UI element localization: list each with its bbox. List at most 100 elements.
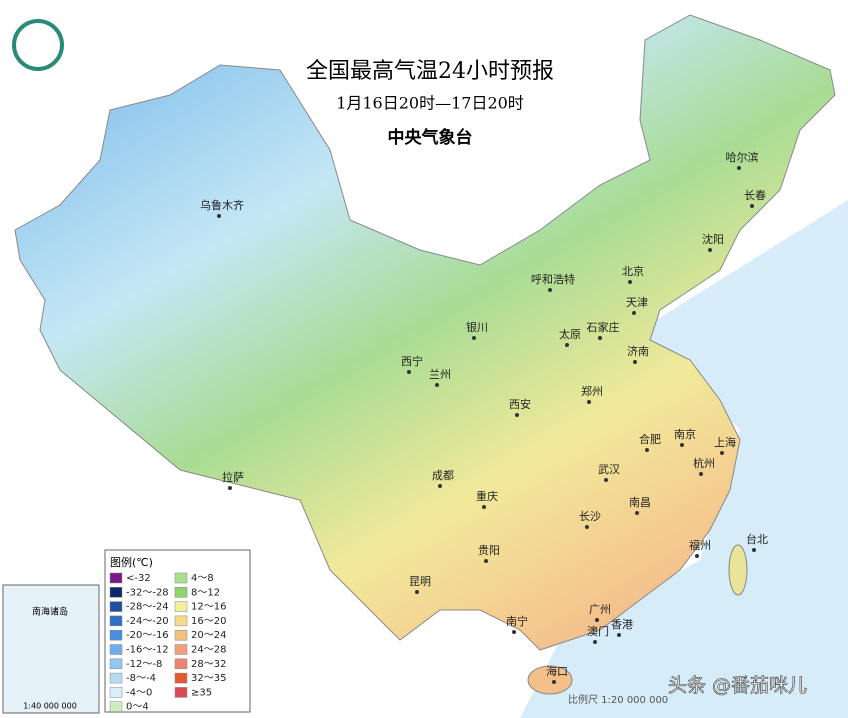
city-dot <box>595 618 599 622</box>
legend-swatch <box>109 629 123 641</box>
city-label: 武汉 <box>598 463 620 476</box>
legend-label: 8～12 <box>191 587 220 598</box>
city-label: 福州 <box>689 538 711 552</box>
legend-swatch <box>174 644 188 655</box>
city-label: 成都 <box>432 469 454 482</box>
city-dot <box>617 633 621 637</box>
legend-swatch <box>174 672 188 684</box>
city-label: 贵阳 <box>478 544 500 557</box>
legend-label: -24～-20 <box>126 616 169 627</box>
subtitle: 1月16日20时—17日20时 <box>336 94 524 113</box>
city-label: 香港 <box>611 618 633 631</box>
legend-title: 图例(℃) <box>110 555 153 569</box>
city-dot <box>737 166 741 170</box>
city-label: 郑州 <box>581 384 603 398</box>
legend-swatch <box>109 572 123 584</box>
city-dot <box>680 443 684 447</box>
city-dot <box>552 680 556 684</box>
city-label: 杭州 <box>693 456 715 470</box>
scale: 比例尺 1:20 000 000 <box>568 693 668 706</box>
city-dot <box>484 559 488 563</box>
legend-swatch <box>109 615 123 627</box>
legend-swatch <box>174 601 188 612</box>
legend-label: -28～-24 <box>126 602 169 613</box>
city-label: 广州 <box>589 603 611 616</box>
legend-swatch <box>109 701 123 712</box>
title: 全国最高气温24小时预报 <box>306 59 554 84</box>
city-dot <box>438 484 442 488</box>
legend: <-32 -32～-28 -28～-24 -24～-20 -20～-16 -16～-12 -… <box>109 572 226 713</box>
inset-scale: 1:40 000 000 <box>23 702 77 711</box>
legend-swatch <box>174 572 188 584</box>
city-dot <box>512 630 516 634</box>
city-label: 上海 <box>714 435 736 449</box>
taiwan <box>728 544 748 596</box>
inset-box <box>2 584 100 714</box>
legend-label: 16～20 <box>191 616 226 627</box>
legend-label: 24～28 <box>191 645 226 656</box>
city-dot <box>587 400 591 404</box>
legend-label: 20～24 <box>191 630 226 641</box>
inset-label: 南海诸岛 <box>32 606 68 618</box>
city-label: 呼和浩特 <box>531 272 575 286</box>
city-label: 济南 <box>627 344 649 358</box>
city-dot <box>604 478 608 482</box>
legend-label: 28～32 <box>191 659 226 670</box>
city-dot <box>415 590 419 594</box>
city-label: 兰州 <box>429 368 451 381</box>
city-dot <box>585 525 589 529</box>
legend-label: -20～-16 <box>126 630 169 641</box>
city-dot <box>635 511 639 515</box>
city-label: 昆明 <box>409 575 431 588</box>
legend-label: -4～0 <box>126 687 152 698</box>
city-dot <box>482 505 486 509</box>
city-dot <box>699 472 703 476</box>
legend-label: 32～35 <box>191 673 226 684</box>
legend-label: 4～8 <box>191 573 214 584</box>
city-label: 石家庄 <box>587 320 620 334</box>
city-label: 天津 <box>626 296 648 309</box>
city-dot <box>593 640 597 644</box>
legend-swatch <box>174 615 188 627</box>
legend-swatch <box>109 672 123 684</box>
city-dot <box>228 486 232 490</box>
issuer: 中央气象台 <box>388 127 473 148</box>
legend-swatch <box>174 629 188 641</box>
city-dot <box>472 336 476 340</box>
legend-swatch <box>109 587 123 598</box>
legend-swatch <box>174 587 188 598</box>
city-label: 银川 <box>466 320 488 334</box>
city-label: 合肥 <box>639 432 661 446</box>
city-dot <box>708 248 712 252</box>
watermark: 头条 @番茄咪儿 <box>668 675 807 697</box>
legend-label: ≥35 <box>191 687 212 698</box>
hainan <box>527 665 573 695</box>
city-label: 乌鲁木齐 <box>200 198 244 212</box>
city-dot <box>515 413 519 417</box>
city-dot <box>435 383 439 387</box>
china-land <box>14 14 836 651</box>
legend-swatch <box>174 687 188 698</box>
city-label: 西安 <box>509 397 531 411</box>
city-label: 长沙 <box>579 510 601 523</box>
city-label: 北京 <box>622 264 644 278</box>
logo <box>12 19 64 71</box>
city-label: 重庆 <box>476 489 498 503</box>
city-label: 澳门 <box>587 624 609 638</box>
city-dot <box>565 343 569 347</box>
city-dot <box>628 280 632 284</box>
legend-label: 12～16 <box>191 602 226 613</box>
city-label: 海口 <box>546 664 568 678</box>
city-label: 长春 <box>744 189 766 202</box>
city-label: 南京 <box>674 427 696 441</box>
city-dot <box>632 311 636 315</box>
city-label: 拉萨 <box>222 470 244 484</box>
city-label: 台北 <box>746 532 768 546</box>
legend-swatch <box>109 687 123 698</box>
legend-swatch <box>174 658 188 670</box>
legend-label: -16～-12 <box>126 645 169 656</box>
city-dot <box>750 204 754 208</box>
legend-label: -32～-28 <box>126 587 169 598</box>
